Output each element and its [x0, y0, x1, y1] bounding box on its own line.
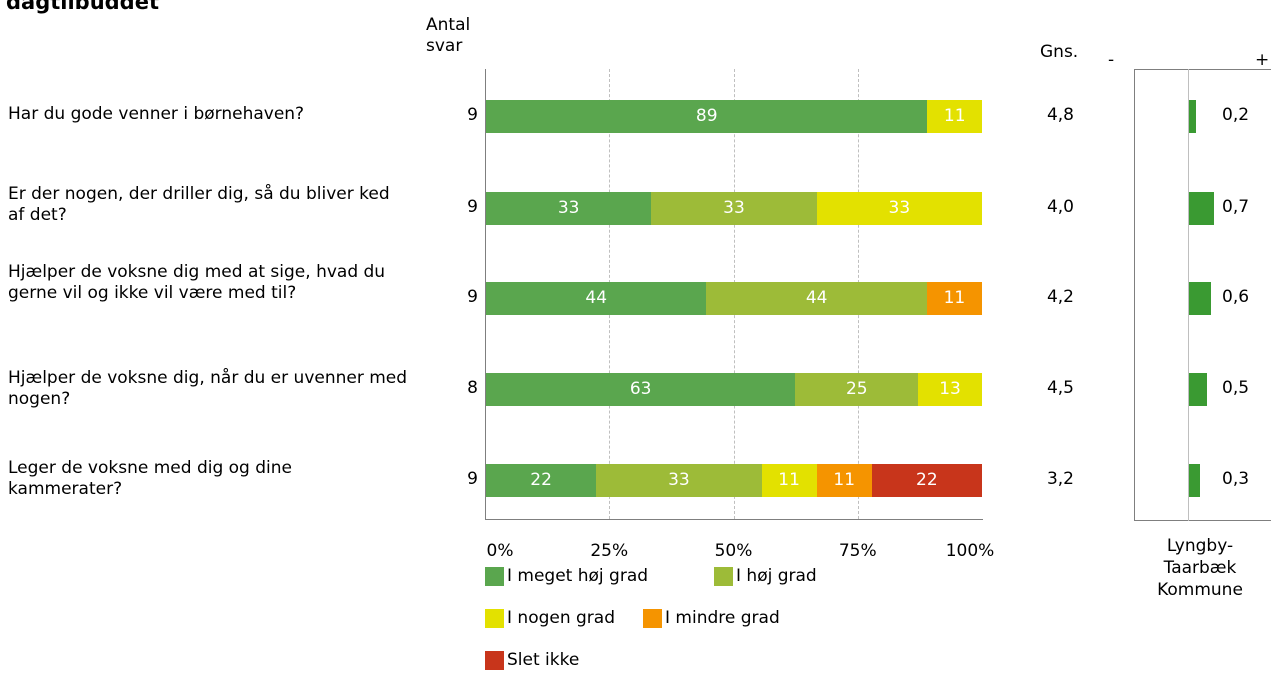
- segment-label: 25: [845, 379, 868, 399]
- stacked-bar: 44 44 11: [486, 281, 982, 315]
- diff-bar: [1189, 191, 1215, 225]
- bar-segment: 11: [926, 281, 982, 315]
- diff-minus-label: -: [1108, 50, 1115, 70]
- bar-segment: 33: [486, 191, 652, 225]
- question-label: Leger de voksne med dig og dine kammerat…: [8, 458, 292, 499]
- segment-label: 11: [833, 470, 856, 490]
- question-label: Har du gode venner i børnehaven?: [8, 104, 305, 124]
- average-value: 4,5: [1046, 378, 1074, 398]
- avg-header: Gns.: [1040, 42, 1079, 62]
- x-tick-label: 0%: [486, 541, 514, 561]
- bar-segment: 33: [651, 191, 817, 225]
- legend-swatch: [643, 608, 662, 628]
- count-header-line1: Antal: [426, 15, 471, 35]
- bar-segment: 33: [816, 191, 982, 225]
- diff-bar: [1189, 463, 1200, 497]
- segment-label: 11: [778, 470, 800, 490]
- segment-label: 11: [943, 288, 966, 308]
- x-tick-label: 25%: [590, 541, 629, 561]
- segment-label: 44: [805, 288, 828, 308]
- bar-segment: 11: [761, 463, 817, 497]
- segment-label: 33: [557, 198, 580, 218]
- legend-label: I nogen grad: [507, 608, 616, 628]
- segment-label: 44: [585, 288, 608, 308]
- legend-item: I mindre grad: [643, 608, 780, 628]
- legend-item: I høj grad: [714, 566, 817, 586]
- bar-segment: 33: [596, 463, 762, 497]
- stacked-bar-plot-area: [485, 69, 983, 520]
- legend-label: I meget høj grad: [507, 566, 649, 586]
- diff-value: 0,2: [1222, 105, 1250, 125]
- bar-segment: 13: [918, 372, 982, 406]
- response-count: 9: [467, 287, 478, 307]
- bar-segment: 44: [706, 281, 927, 315]
- segment-label: 89: [695, 106, 718, 126]
- stacked-bar: 22 33 11 11 22: [486, 463, 982, 497]
- legend-item: I nogen grad: [485, 608, 615, 628]
- average-value: 4,2: [1046, 287, 1074, 307]
- legend-label: I høj grad: [736, 566, 817, 586]
- segment-label: 33: [723, 198, 745, 218]
- count-header: Antal svar: [426, 15, 470, 57]
- legend-swatch: [485, 566, 504, 586]
- diff-value: 0,5: [1222, 378, 1250, 398]
- footer-line1: Lyngby-: [1166, 536, 1234, 556]
- legend-label: I mindre grad: [665, 608, 780, 628]
- question-label: Er der nogen, der driller dig, så du bli…: [8, 184, 390, 225]
- footer-line2: Taarbæk: [1163, 558, 1237, 578]
- legend-swatch: [485, 608, 504, 628]
- segment-label: 22: [916, 470, 938, 490]
- bar-segment: 25: [795, 372, 919, 406]
- diff-value: 0,6: [1222, 287, 1250, 307]
- segment-label: 33: [888, 198, 911, 218]
- response-count: 8: [467, 378, 478, 398]
- diff-bar: [1189, 372, 1207, 406]
- comparison-panel: [1134, 69, 1271, 521]
- diff-value: 0,3: [1222, 469, 1250, 489]
- count-header-line2: svar: [426, 36, 463, 56]
- segment-label: 13: [939, 379, 961, 399]
- diff-bar: [1189, 281, 1211, 315]
- bar-segment: 63: [486, 372, 796, 406]
- legend-item: Slet ikke: [485, 650, 579, 670]
- segment-label: 63: [629, 379, 652, 399]
- page-title: dagtilbuddet: [6, 0, 159, 14]
- stacked-bar: 63 25 13: [486, 372, 982, 406]
- diff-value: 0,7: [1222, 197, 1250, 217]
- x-tick-label: 100%: [945, 541, 995, 561]
- diff-bar: [1189, 99, 1197, 133]
- bar-segment: 22: [486, 463, 597, 497]
- stacked-bar: 33 33 33: [486, 191, 982, 225]
- response-count: 9: [467, 197, 478, 217]
- segment-label: 22: [530, 470, 552, 490]
- segment-label: 11: [943, 106, 966, 126]
- bar-segment: 44: [486, 281, 707, 315]
- segment-label: 33: [668, 470, 690, 490]
- comparison-zero-line: [1188, 69, 1189, 521]
- stacked-bar: 89 11: [486, 99, 982, 133]
- bar-segment: 89: [486, 99, 928, 133]
- bar-segment: 22: [871, 463, 982, 497]
- average-value: 3,2: [1046, 469, 1074, 489]
- response-count: 9: [467, 105, 478, 125]
- x-tick-label: 50%: [714, 541, 753, 561]
- question-label: Hjælper de voksne dig med at sige, hvad …: [8, 262, 386, 303]
- question-label: Hjælper de voksne dig, når du er uvenner…: [8, 368, 408, 409]
- x-tick-label: 75%: [838, 541, 877, 561]
- response-count: 9: [467, 469, 478, 489]
- bar-segment: 11: [816, 463, 872, 497]
- legend-item: I meget høj grad: [485, 566, 648, 586]
- average-value: 4,0: [1046, 197, 1074, 217]
- legend-label: Slet ikke: [507, 650, 580, 670]
- average-value: 4,8: [1046, 105, 1074, 125]
- legend-swatch: [485, 650, 504, 670]
- footer-line3: Kommune: [1157, 580, 1243, 600]
- comparison-footer: Lyngby- Taarbæk Kommune: [1140, 535, 1260, 601]
- bar-segment: 11: [927, 99, 982, 133]
- legend-swatch: [714, 566, 733, 586]
- diff-plus-label: +: [1255, 50, 1270, 70]
